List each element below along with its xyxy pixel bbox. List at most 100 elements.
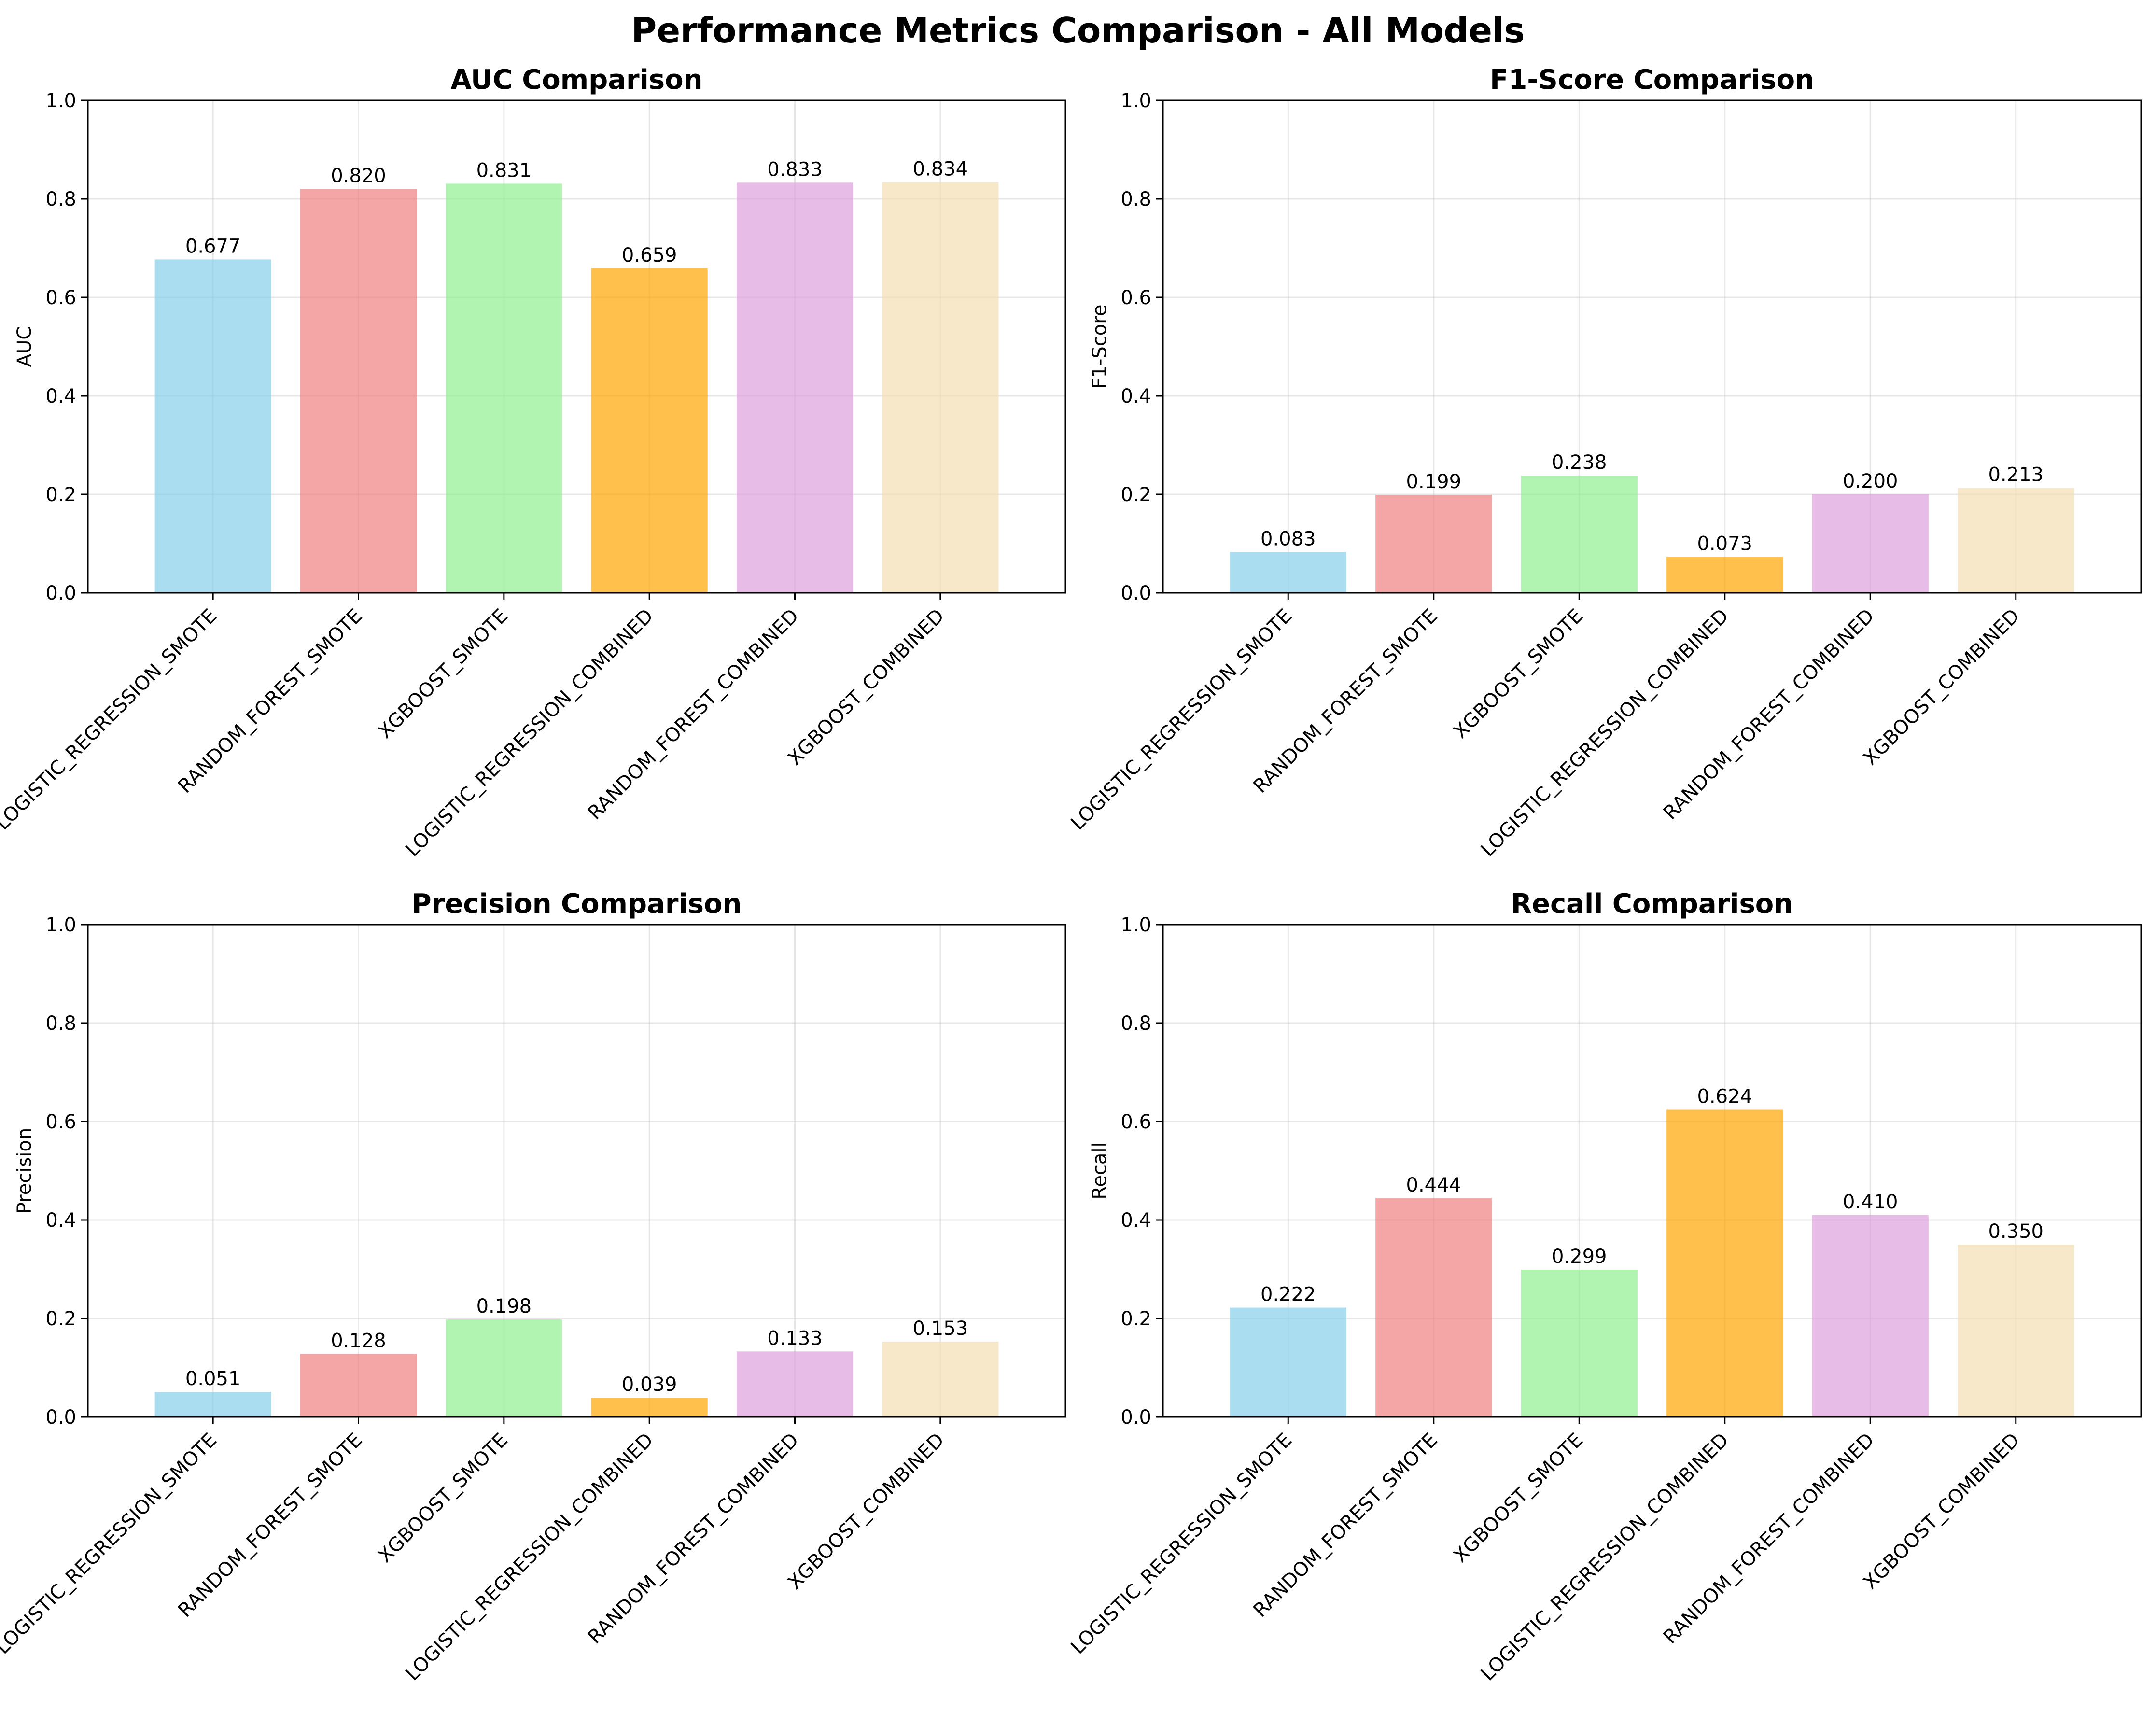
data-label: 0.238 (1552, 451, 1607, 474)
data-label: 0.213 (1988, 464, 2044, 486)
bar-random-forest-smote (300, 1354, 417, 1417)
y-tick-label: 1.0 (1120, 914, 1151, 936)
y-tick-label: 0.4 (1120, 1209, 1151, 1232)
data-label: 0.677 (185, 235, 241, 257)
bar-xgboost-combined (882, 1341, 999, 1417)
x-tick-label: LOGISTIC_REGRESSION_COMBINED (401, 605, 658, 861)
data-label: 0.083 (1260, 528, 1316, 550)
data-label: 0.222 (1260, 1284, 1316, 1306)
bar-random-forest-combined (736, 182, 854, 593)
data-label: 0.831 (476, 159, 532, 182)
data-label: 0.833 (767, 158, 823, 181)
y-tick-label: 0.0 (1120, 582, 1151, 604)
y-tick-label: 0.6 (45, 287, 76, 309)
y-tick-label: 0.4 (45, 1209, 76, 1232)
x-tick-label: XGBOOST_COMBINED (784, 605, 949, 770)
y-tick-label: 0.8 (45, 188, 76, 210)
data-label: 0.128 (331, 1330, 386, 1352)
x-tick-label: LOGISTIC_REGRESSION_SMOTE (1067, 605, 1297, 835)
x-tick-label: LOGISTIC_REGRESSION_COMBINED (401, 1429, 658, 1685)
data-label: 0.834 (913, 158, 968, 180)
bar-logistic-regression-combined (1666, 1109, 1783, 1417)
x-tick-label: LOGISTIC_REGRESSION_COMBINED (1477, 1429, 1733, 1685)
x-tick-label: XGBOOST_SMOTE (1449, 1429, 1587, 1567)
x-tick-label: LOGISTIC_REGRESSION_SMOTE (1067, 1429, 1297, 1659)
bar-xgboost-smote (1521, 1270, 1638, 1417)
x-tick-label: XGBOOST_COMBINED (1859, 605, 2024, 770)
y-axis-label: AUC (14, 326, 36, 367)
panel-title: Recall Comparison (1511, 888, 1793, 920)
bar-xgboost-smote (446, 1319, 562, 1417)
axes-frame (1162, 924, 2142, 1418)
panel-title: AUC Comparison (451, 64, 703, 96)
y-tick-label: 0.2 (1120, 1308, 1151, 1330)
data-label: 0.444 (1406, 1174, 1462, 1196)
data-label: 0.410 (1843, 1191, 1898, 1213)
bar-logistic-regression-smote (1230, 552, 1346, 593)
bar-logistic-regression-smote (1230, 1307, 1346, 1417)
bar-xgboost-smote (1521, 476, 1638, 593)
bar-logistic-regression-combined (1666, 557, 1783, 593)
data-label: 0.659 (622, 244, 677, 266)
y-tick-label: 0.0 (45, 582, 76, 604)
x-tick-label: XGBOOST_COMBINED (1859, 1429, 2024, 1594)
data-label: 0.350 (1988, 1220, 2044, 1243)
x-tick-label: LOGISTIC_REGRESSION_COMBINED (1477, 605, 1733, 861)
x-tick-label: XGBOOST_SMOTE (374, 1429, 512, 1567)
data-label: 0.198 (476, 1295, 532, 1318)
bar-xgboost-combined (1958, 488, 2074, 593)
y-tick-label: 0.6 (45, 1111, 76, 1133)
y-tick-label: 1.0 (45, 90, 76, 112)
x-tick-label: LOGISTIC_REGRESSION_SMOTE (0, 605, 221, 835)
y-tick-label: 0.6 (1120, 1111, 1151, 1133)
data-label: 0.299 (1552, 1246, 1607, 1268)
y-tick-label: 0.6 (1120, 287, 1151, 309)
data-label: 0.624 (1697, 1086, 1752, 1108)
x-tick-label: XGBOOST_SMOTE (1449, 605, 1587, 743)
bar-random-forest-combined (1812, 1215, 1929, 1417)
bar-logistic-regression-smote (154, 1391, 271, 1417)
panel-title: F1-Score Comparison (1490, 64, 1814, 96)
x-tick-label: LOGISTIC_REGRESSION_SMOTE (0, 1429, 221, 1659)
data-label: 0.133 (767, 1327, 823, 1349)
y-tick-label: 0.4 (45, 385, 76, 407)
bar-random-forest-combined (1812, 494, 1929, 593)
y-axis-label: Recall (1089, 1142, 1111, 1199)
bar-xgboost-smote (446, 183, 562, 593)
y-tick-label: 0.8 (1120, 1012, 1151, 1035)
bar-random-forest-smote (1375, 1198, 1492, 1417)
chart-panel-1: 0.677 0.820 0.831 0.659 0.833 0.834 0.0 0.2 0.4 0… (0, 64, 1066, 861)
y-tick-label: 0.2 (45, 1308, 76, 1330)
data-label: 0.199 (1406, 471, 1462, 493)
data-label: 0.820 (331, 165, 386, 187)
y-tick-label: 0.2 (1120, 484, 1151, 506)
data-label: 0.039 (622, 1374, 677, 1396)
data-label: 0.153 (913, 1318, 968, 1340)
figure-title: Performance Metrics Comparison - All Mod… (631, 10, 1525, 51)
bar-xgboost-combined (882, 182, 999, 593)
bar-random-forest-smote (1375, 495, 1492, 593)
y-tick-label: 1.0 (45, 914, 76, 936)
y-tick-label: 0.8 (45, 1012, 76, 1035)
y-tick-label: 0.2 (45, 484, 76, 506)
axes-frame (87, 99, 1066, 594)
data-label: 0.051 (185, 1368, 241, 1390)
x-tick-label: XGBOOST_COMBINED (784, 1429, 949, 1594)
y-tick-label: 1.0 (1120, 90, 1151, 112)
bar-logistic-regression-combined (591, 268, 708, 593)
axes-frame (1162, 99, 2142, 594)
y-axis-label: Precision (14, 1128, 36, 1214)
axes-frame (87, 924, 1066, 1418)
bar-random-forest-smote (300, 189, 417, 593)
panel-title: Precision Comparison (412, 888, 742, 920)
data-label: 0.200 (1843, 470, 1898, 492)
chart-panel-3: 0.051 0.128 0.198 0.039 0.133 0.153 0.0 0.2 0.4 0… (0, 888, 1066, 1685)
bar-random-forest-combined (736, 1351, 854, 1417)
x-tick-label: XGBOOST_SMOTE (374, 605, 512, 743)
y-tick-label: 0.0 (45, 1406, 76, 1429)
y-axis-label: F1-Score (1089, 305, 1111, 389)
y-tick-label: 0.8 (1120, 188, 1151, 210)
y-tick-label: 0.4 (1120, 385, 1151, 407)
bar-logistic-regression-combined (591, 1398, 708, 1417)
